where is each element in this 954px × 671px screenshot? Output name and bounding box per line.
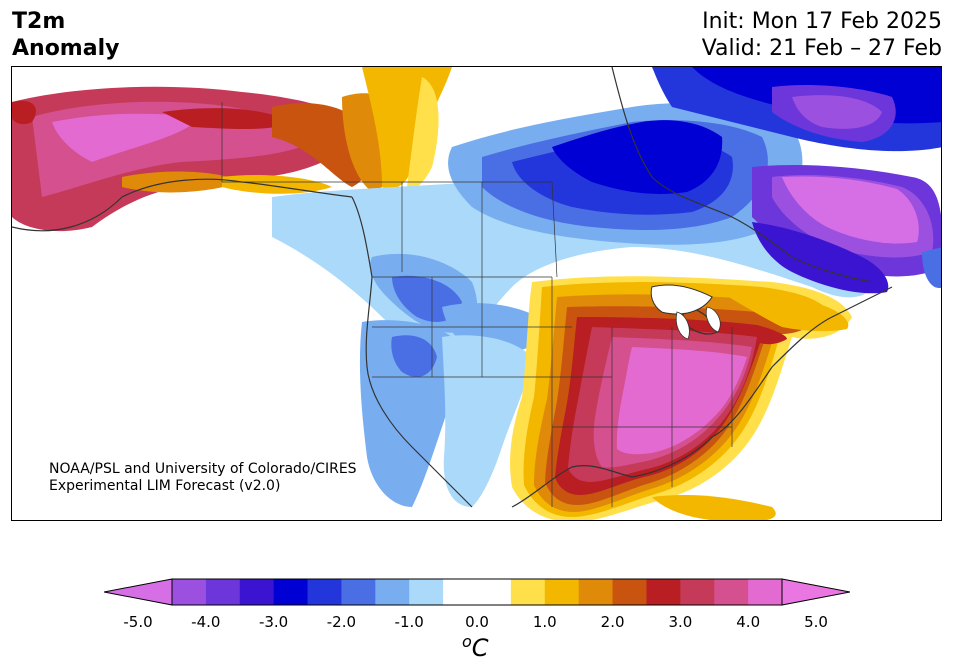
colorbar-tick-label: 4.0 (736, 613, 761, 631)
colorbar-tick-label: 1.0 (532, 613, 557, 631)
colorbar-tick-label: 5.0 (804, 613, 828, 631)
title-line1: T2m (12, 9, 66, 34)
colorbar-segment (510, 579, 546, 605)
unit-letter: C (471, 634, 489, 662)
colorbar-tick-label: 2.0 (600, 613, 625, 631)
colorbar (104, 578, 850, 606)
alaska-warm-anomaly (12, 67, 452, 232)
anomaly-map (11, 66, 942, 521)
colorbar-segment (409, 579, 444, 605)
map-canvas (12, 67, 941, 520)
colorbar-tick-label: -2.0 (326, 613, 357, 631)
colorbar-segment (172, 579, 207, 605)
valid-date: Valid: 21 Feb – 27 Feb (701, 36, 942, 61)
colorbar-outline (171, 578, 783, 606)
colorbar-segment (612, 579, 647, 605)
forecast-dates: Init: Mon 17 Feb 2025 Valid: 21 Feb – 27… (702, 8, 942, 62)
colorbar-tick-label: -5.0 (123, 613, 153, 631)
colorbar-segment (477, 579, 512, 605)
colorbar-tick-label: -1.0 (394, 613, 424, 631)
unit-label: oC (462, 632, 489, 662)
colorbar-segment (273, 579, 309, 605)
colorbar-tick-label: -3.0 (258, 613, 289, 631)
colorbar-tick-label: -4.0 (191, 613, 221, 631)
canada-cold-anomaly (272, 67, 941, 507)
colorbar-segment (748, 579, 783, 605)
colorbar-tick-label: 3.0 (668, 613, 693, 631)
init-date: Init: Mon 17 Feb 2025 (702, 9, 942, 34)
eastern-us-warm-anomaly (510, 276, 852, 520)
colorbar-segment (578, 579, 614, 605)
title-line2: Anomaly (12, 36, 120, 61)
map-title: T2m Anomaly (12, 8, 119, 62)
unit-prefix: o (462, 632, 472, 651)
colorbar-segment (375, 579, 410, 605)
political-borders (221, 102, 733, 507)
colorbar-segment (544, 579, 580, 605)
credit-text: NOAA/PSL and University of Colorado/CIRE… (49, 461, 357, 495)
credit-line1: NOAA/PSL and University of Colorado/CIRE… (49, 461, 357, 477)
colorbar-segment (680, 579, 715, 605)
colorbar-segment (205, 579, 241, 605)
lakes (650, 284, 721, 340)
colorbar-segment (341, 579, 376, 605)
colorbar-tick-label: 0.0 (465, 613, 489, 631)
colorbar-extend-min (104, 578, 173, 606)
colorbar-segment (646, 579, 681, 605)
colorbar-segment (307, 579, 342, 605)
colorbar-segment (443, 579, 478, 605)
colorbar-segment (714, 579, 749, 605)
colorbar-extend-max (781, 578, 850, 606)
colorbar-segment (239, 579, 275, 605)
credit-line2: Experimental LIM Forecast (v2.0) (49, 478, 281, 494)
